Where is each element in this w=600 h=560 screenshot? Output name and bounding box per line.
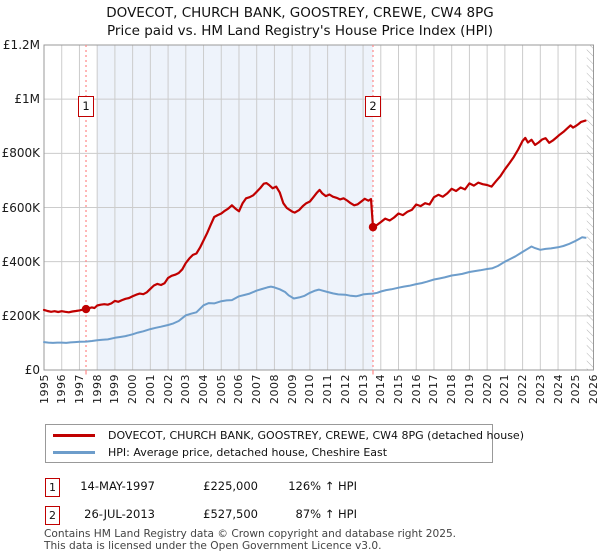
property-line-swatch (53, 433, 95, 437)
x-tick-label: 2003 (179, 374, 193, 404)
x-tick-label: 2012 (338, 374, 352, 404)
sale-2-badge: 2 (364, 96, 381, 117)
x-tick-label: 1997 (72, 374, 86, 404)
legend-item-hpi: HPI: Average price, detached house, Ches… (46, 445, 492, 459)
x-tick-label: 2013 (356, 374, 370, 404)
sale-point-dot (368, 222, 378, 232)
x-tick-label: 2025 (569, 374, 583, 404)
hpi-line (43, 236, 587, 344)
x-tick-label: 2009 (285, 374, 299, 404)
plot-border (43, 44, 594, 371)
x-tick-label: 2008 (267, 374, 281, 404)
x-tick-label: 2021 (498, 374, 512, 404)
transaction-2-hpi-delta: 87% ↑ HPI (295, 507, 357, 521)
transaction-row-2: 2 26-JUL-2013 £527,500 87% ↑ HPI (0, 506, 600, 525)
x-tick-label: 2006 (232, 374, 246, 404)
x-tick-label: 1996 (55, 374, 69, 404)
x-tick-label: 2015 (392, 374, 406, 404)
transaction-1-hpi-delta: 126% ↑ HPI (288, 479, 357, 493)
y-tick-label: £1M (14, 92, 40, 107)
transaction-1-price: £225,000 (203, 479, 258, 493)
legend-label-property: DOVECOT, CHURCH BANK, GOOSTREY, CREWE, C… (108, 428, 524, 442)
y-tick-label: £0 (24, 363, 40, 377)
sale-point-dot (81, 304, 91, 314)
chart-title: DOVECOT, CHURCH BANK, GOOSTREY, CREWE, C… (106, 5, 494, 21)
x-tick-label: 1995 (37, 374, 51, 404)
x-tick-label: 2022 (516, 374, 530, 404)
x-tick-label: 2002 (161, 374, 175, 404)
y-tick-label: £400K (1, 254, 40, 269)
x-tick-label: 2018 (445, 374, 459, 404)
y-tick-label: £800K (1, 146, 40, 161)
transaction-1-badge: 1 (45, 478, 60, 497)
x-tick-label: 2000 (126, 374, 140, 404)
transaction-2-price: £527,500 (203, 507, 258, 521)
licence-line: This data is licensed under the Open Gov… (44, 539, 382, 552)
y-tick-label: £1.2M (2, 38, 40, 52)
hpi-line-swatch (53, 450, 95, 454)
x-tick-label: 2024 (551, 374, 565, 404)
y-tick-label: £600K (1, 200, 40, 215)
legend-label-hpi: HPI: Average price, detached house, Ches… (108, 445, 388, 459)
transaction-1-date: 14-MAY-1997 (80, 479, 155, 493)
x-tick-label: 2001 (143, 374, 157, 404)
x-tick-label: 2007 (250, 374, 264, 404)
sale-1-badge: 1 (78, 96, 94, 117)
x-tick-label: 1998 (90, 374, 104, 404)
transaction-2-date: 26-JUL-2013 (84, 507, 155, 521)
price-history-chart (42, 44, 594, 375)
x-tick-label: 2004 (197, 374, 211, 404)
property-price-line (42, 119, 587, 314)
legend-item-property: DOVECOT, CHURCH BANK, GOOSTREY, CREWE, C… (46, 428, 524, 442)
x-tick-label: 2014 (374, 374, 388, 404)
legend: DOVECOT, CHURCH BANK, GOOSTREY, CREWE, C… (45, 424, 524, 463)
x-tick-label: 2020 (480, 374, 494, 404)
transaction-2-badge: 2 (45, 506, 60, 525)
chart-subtitle: Price paid vs. HM Land Registry's House … (107, 23, 493, 39)
x-tick-label: 2016 (409, 374, 423, 404)
x-tick-label: 2026 (587, 374, 600, 404)
transaction-row-1: 1 14-MAY-1997 £225,000 126% ↑ HPI (0, 478, 600, 497)
x-tick-label: 2010 (303, 374, 317, 404)
x-tick-label: 2023 (533, 374, 547, 404)
y-tick-label: £200K (1, 308, 40, 323)
x-tick-label: 2005 (214, 374, 228, 404)
future-hatch-region (586, 45, 594, 370)
x-tick-label: 2011 (321, 374, 335, 404)
x-tick-label: 1999 (108, 374, 122, 404)
x-tick-label: 2019 (462, 374, 476, 404)
x-tick-label: 2017 (427, 374, 441, 404)
copyright-line: Contains HM Land Registry data © Crown c… (44, 528, 457, 540)
